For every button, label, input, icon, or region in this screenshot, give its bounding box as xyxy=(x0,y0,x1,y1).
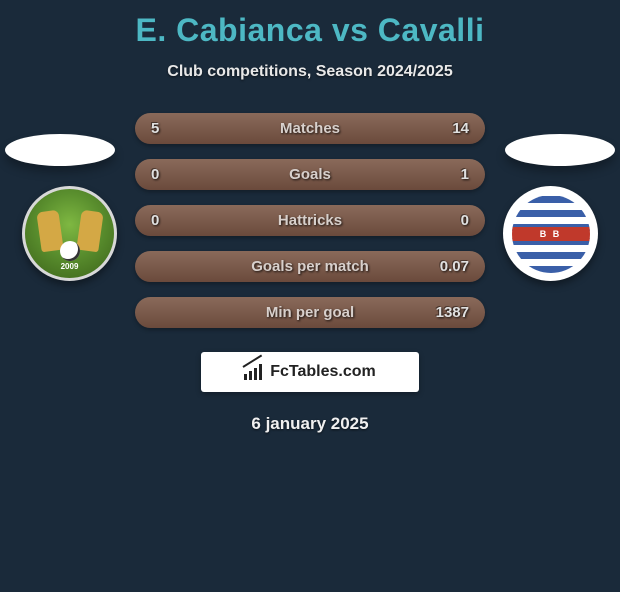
club-right-band: B B xyxy=(512,227,590,241)
subtitle: Club competitions, Season 2024/2025 xyxy=(0,63,620,81)
stat-row: 0 Hattricks 0 xyxy=(135,205,485,236)
stat-right-value: 14 xyxy=(431,120,469,137)
stat-row: 5 Matches 14 xyxy=(135,113,485,144)
chart-icon xyxy=(244,364,262,380)
page-title: E. Cabianca vs Cavalli xyxy=(0,12,620,49)
stat-left-value: 0 xyxy=(151,166,189,183)
club-badge-right: B B xyxy=(503,186,598,281)
club-badge-left: 2009 xyxy=(22,186,117,281)
stats-container: 5 Matches 14 0 Goals 1 0 Hattricks 0 Goa… xyxy=(135,113,485,328)
stat-right-value: 1387 xyxy=(431,304,469,321)
stat-row: Goals per match 0.07 xyxy=(135,251,485,282)
club-left-year: 2009 xyxy=(35,262,105,271)
stat-label: Hattricks xyxy=(278,212,342,229)
date-label: 6 january 2025 xyxy=(0,414,620,434)
stat-row: Min per goal 1387 xyxy=(135,297,485,328)
stat-left-value: 5 xyxy=(151,120,189,137)
stat-row: 0 Goals 1 xyxy=(135,159,485,190)
stat-label: Matches xyxy=(280,120,340,137)
stat-right-value: 0 xyxy=(431,212,469,229)
stripes-icon: B B xyxy=(512,195,590,273)
lion-left-icon xyxy=(36,209,63,252)
brand-text: FcTables.com xyxy=(270,363,376,381)
halo-right xyxy=(505,134,615,166)
stat-label: Goals per match xyxy=(251,258,369,275)
halo-left xyxy=(5,134,115,166)
stat-right-value: 0.07 xyxy=(431,258,469,275)
stat-label: Goals xyxy=(289,166,331,183)
brand-badge[interactable]: FcTables.com xyxy=(201,352,419,392)
stat-label: Min per goal xyxy=(266,304,354,321)
lion-right-icon xyxy=(76,209,103,252)
stat-left-value: 0 xyxy=(151,212,189,229)
stat-right-value: 1 xyxy=(431,166,469,183)
ball-icon xyxy=(60,241,80,261)
